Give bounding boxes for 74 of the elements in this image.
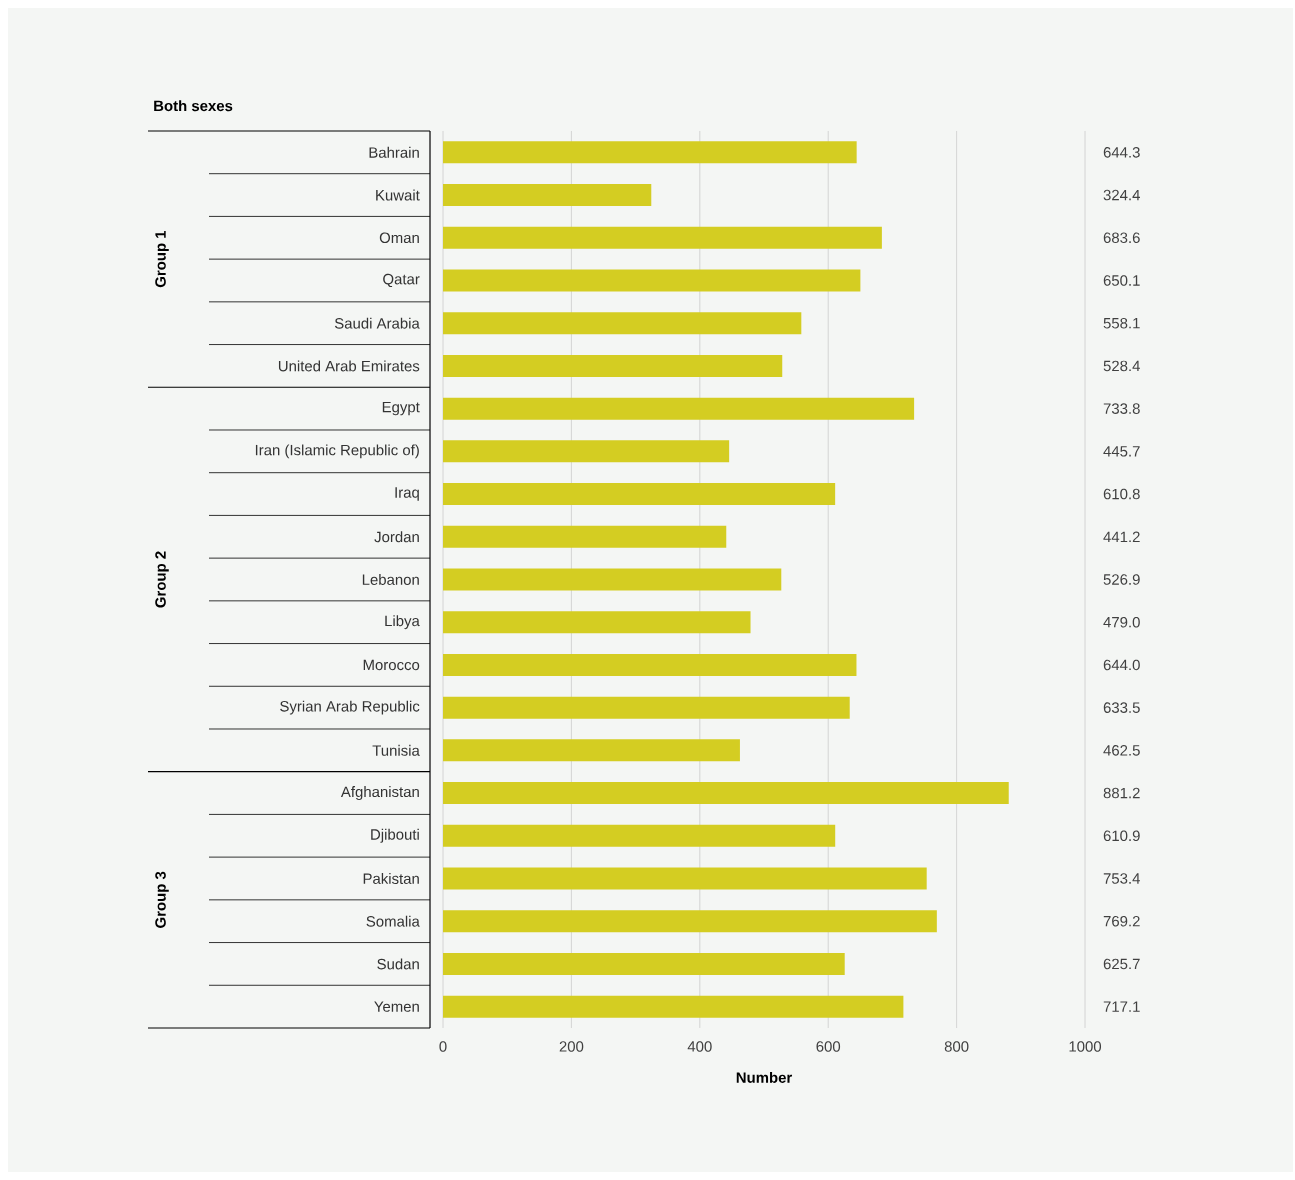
y-tick-label: Qatar: [383, 273, 420, 288]
bar: [443, 568, 782, 591]
data-label: 644.3: [1103, 147, 1140, 158]
bar: [443, 354, 783, 377]
bar: [443, 867, 927, 890]
data-label: 717.1: [1103, 1001, 1140, 1012]
bar: [443, 141, 857, 164]
data-label: 526.9: [1103, 574, 1140, 585]
y-tick-label: Jordan: [374, 531, 419, 543]
bar: [443, 611, 751, 634]
y-tick-label: Somalia: [366, 915, 420, 927]
data-label: 610.8: [1103, 488, 1140, 500]
y-tick-label: Oman: [379, 232, 419, 244]
bar: [443, 696, 850, 719]
y-tick-label: Djibouti: [371, 828, 419, 843]
y-tick-label: Morocco: [363, 659, 420, 671]
x-tick-label: 400: [687, 1041, 712, 1052]
data-label: 610.9: [1103, 830, 1140, 842]
bar: [443, 312, 802, 335]
data-label: 462.5: [1103, 745, 1140, 756]
y-tick-label: Tunisia: [372, 744, 420, 756]
y-tick-label: Iraq: [395, 487, 419, 501]
y-tick-label: Yemen: [374, 1001, 419, 1012]
y-tick-label: Afghanistan: [340, 786, 419, 801]
y-tick-label: Libya: [385, 615, 420, 630]
text: Both sexes: [154, 100, 233, 112]
bar: [443, 782, 1009, 805]
data-label: 683.6: [1103, 232, 1140, 244]
y-tick-label: Saudi Arabia: [334, 317, 420, 329]
x-tick-label: 600: [816, 1041, 841, 1052]
data-label: 625.7: [1103, 958, 1140, 970]
bar: [443, 525, 727, 548]
bar: [443, 952, 845, 975]
data-label: 633.5: [1103, 702, 1140, 713]
bar: [443, 653, 857, 676]
y-tick-label: Kuwait: [376, 189, 420, 201]
y-tick-label: Egypt: [382, 401, 420, 416]
y-tick-label: Lebanon: [362, 574, 419, 585]
text: Group 1: [155, 230, 169, 288]
x-tick-label: 800: [944, 1041, 969, 1052]
bar: [443, 440, 730, 463]
data-label: 445.7: [1103, 446, 1140, 457]
bar: [443, 226, 882, 249]
y-tick-label: Iran (Islamic Republic of): [255, 444, 419, 459]
x-axis-title: Number: [736, 1071, 793, 1083]
x-tick-label: 0: [439, 1041, 447, 1052]
y-tick-label: Pakistan: [363, 873, 419, 884]
x-tick-label: 200: [559, 1041, 584, 1052]
bar: [443, 397, 915, 420]
data-label: 753.4: [1103, 873, 1140, 884]
data-label: 769.2: [1103, 915, 1140, 927]
data-label: 644.0: [1103, 659, 1140, 671]
bar: [443, 269, 861, 292]
x-tick-label: 1000: [1069, 1041, 1102, 1052]
y-tick-label: Bahrain: [369, 146, 419, 158]
bar: [443, 184, 652, 207]
data-label: 479.0: [1103, 616, 1140, 628]
data-label: 650.1: [1103, 275, 1140, 286]
data-label: 881.2: [1103, 787, 1140, 799]
data-label: 558.1: [1103, 317, 1140, 329]
y-tick-label: Syrian Arab Republic: [280, 700, 420, 715]
data-label: 324.4: [1103, 189, 1140, 201]
data-label: 733.8: [1103, 403, 1140, 414]
bar: [443, 483, 836, 506]
bar: [443, 824, 836, 847]
y-tick-label: United Arab Emirates: [278, 360, 420, 372]
y-tick-label: Sudan: [377, 958, 419, 970]
bar: [443, 995, 904, 1018]
bar: [443, 910, 937, 933]
text: Group 3: [155, 871, 169, 928]
bar: [443, 739, 740, 762]
text: Group 2: [155, 551, 169, 608]
data-label: 528.4: [1103, 360, 1140, 372]
data-label: 441.2: [1103, 531, 1140, 542]
